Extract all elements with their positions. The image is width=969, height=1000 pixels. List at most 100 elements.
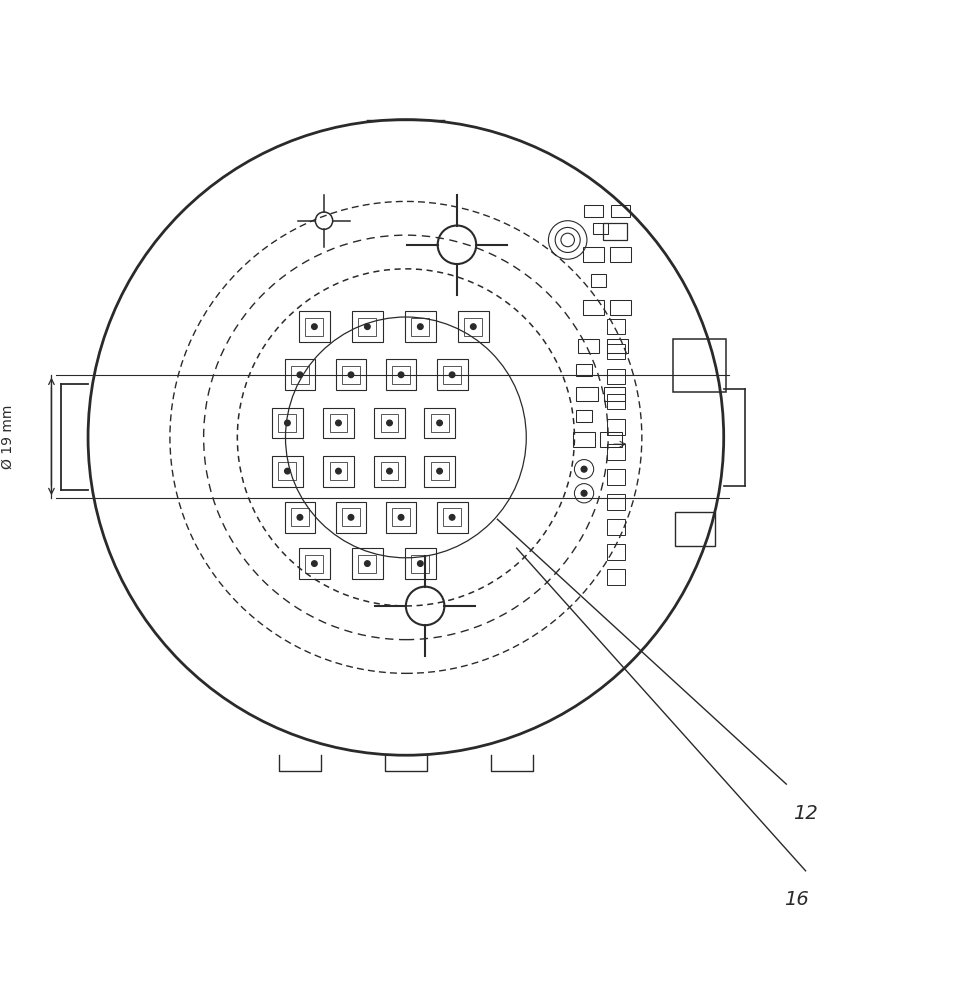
Bar [404, 548, 435, 579]
Bar [278, 414, 297, 432]
Bar [329, 462, 347, 480]
Bar [342, 366, 359, 384]
Bar [430, 414, 448, 432]
Bar [607, 339, 628, 353]
Bar [411, 318, 429, 336]
Bar [582, 300, 604, 315]
Circle shape [311, 561, 317, 566]
Bar [607, 469, 624, 485]
Bar [592, 223, 608, 234]
Circle shape [417, 324, 422, 329]
Bar [329, 414, 347, 432]
Circle shape [580, 490, 586, 496]
Bar [291, 508, 308, 526]
Circle shape [364, 561, 370, 566]
Bar [359, 318, 376, 336]
Bar [607, 394, 624, 409]
Bar [576, 410, 591, 422]
Bar [284, 502, 315, 533]
Bar [374, 408, 404, 438]
Circle shape [436, 468, 442, 474]
Text: 16: 16 [783, 890, 807, 909]
Bar [583, 205, 603, 217]
Bar [607, 369, 624, 384]
Circle shape [348, 372, 354, 378]
Bar [298, 311, 329, 342]
Circle shape [311, 324, 317, 329]
Bar [411, 555, 429, 573]
Bar [464, 318, 482, 336]
Bar [391, 508, 410, 526]
Bar [323, 408, 354, 438]
Bar [607, 519, 624, 535]
Circle shape [297, 515, 302, 520]
Bar [352, 548, 383, 579]
Bar [380, 462, 398, 480]
Circle shape [436, 420, 442, 426]
Circle shape [417, 561, 422, 566]
Bar [423, 408, 454, 438]
Circle shape [364, 324, 370, 329]
Circle shape [284, 468, 290, 474]
Circle shape [398, 372, 403, 378]
Bar [610, 300, 631, 315]
Bar [291, 366, 308, 384]
Bar [335, 359, 366, 390]
Bar [423, 456, 454, 487]
Bar [271, 408, 302, 438]
Bar [374, 456, 404, 487]
Bar [457, 311, 488, 342]
Circle shape [297, 372, 302, 378]
Bar [386, 359, 416, 390]
Bar [278, 462, 297, 480]
Bar [607, 544, 624, 560]
Bar [582, 247, 604, 262]
Bar [443, 508, 460, 526]
Bar [284, 359, 315, 390]
Bar [603, 223, 626, 240]
Bar [578, 339, 599, 353]
Circle shape [470, 324, 476, 329]
Bar [607, 569, 624, 585]
Bar [607, 344, 624, 359]
Bar [380, 414, 398, 432]
Circle shape [387, 420, 391, 426]
Bar [607, 319, 624, 334]
Bar [576, 364, 591, 376]
Circle shape [335, 420, 341, 426]
Bar [443, 366, 460, 384]
Bar [576, 387, 597, 401]
Bar [305, 555, 323, 573]
Bar [607, 494, 624, 510]
Circle shape [398, 515, 403, 520]
Bar [305, 318, 323, 336]
Bar [604, 387, 625, 401]
Bar [342, 508, 359, 526]
Circle shape [580, 466, 586, 472]
Circle shape [335, 468, 341, 474]
Bar [323, 456, 354, 487]
Bar [436, 502, 467, 533]
Bar [573, 432, 594, 447]
Bar [404, 311, 435, 342]
Circle shape [348, 515, 354, 520]
Bar [607, 419, 624, 435]
Circle shape [387, 468, 391, 474]
Text: 12: 12 [793, 804, 817, 823]
Bar [610, 205, 630, 217]
Circle shape [449, 372, 454, 378]
Bar [600, 432, 621, 447]
Bar [436, 359, 467, 390]
Bar [673, 512, 714, 546]
Text: Ø 19 mm: Ø 19 mm [1, 404, 16, 469]
Bar [335, 502, 366, 533]
Bar [391, 366, 410, 384]
Bar [590, 274, 606, 287]
Bar [610, 247, 631, 262]
Bar [359, 555, 376, 573]
Bar [386, 502, 416, 533]
Bar [298, 548, 329, 579]
Circle shape [449, 515, 454, 520]
Bar [430, 462, 448, 480]
Bar [672, 339, 726, 392]
